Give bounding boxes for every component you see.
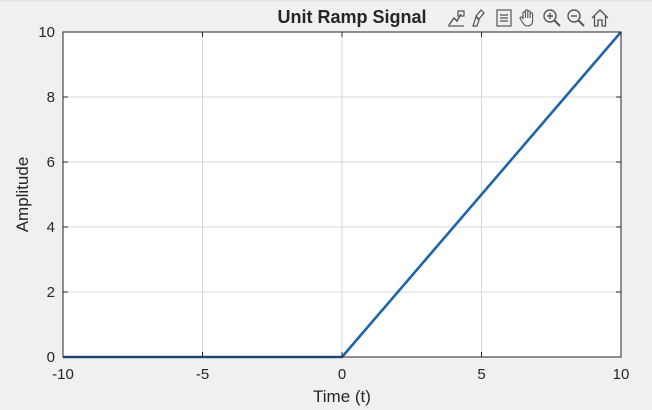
y-tick-label: 10 (38, 24, 55, 41)
zoom-in-button[interactable] (541, 7, 563, 29)
legend-button[interactable] (493, 7, 515, 29)
y-tick-label: 2 (47, 284, 55, 301)
x-tick-label: -10 (52, 366, 74, 383)
data-tips-icon (448, 10, 465, 27)
y-tick-label: 8 (47, 89, 55, 106)
home-button[interactable] (589, 7, 611, 29)
zoom-out-icon (567, 9, 585, 27)
y-tick-label: 4 (47, 219, 55, 236)
legend-icon (496, 9, 512, 27)
pan-icon (519, 9, 534, 27)
zoom-in-icon (543, 9, 561, 27)
brush-button[interactable] (469, 7, 491, 29)
pan-button[interactable] (517, 7, 539, 29)
ticks (62, 31, 622, 358)
brush-icon (472, 9, 485, 27)
data-tips-button[interactable] (445, 7, 467, 29)
y-tick-label: 0 (47, 349, 55, 366)
x-axis-label: Time (t) (313, 387, 371, 406)
tick-labels: -10 -5 0 5 10 0 2 4 6 8 10 (38, 24, 629, 383)
window-top-strip (0, 0, 652, 2)
chart-title: Unit Ramp Signal (277, 7, 426, 27)
x-tick-label: -5 (196, 366, 209, 383)
home-icon (591, 9, 609, 27)
y-tick-label: 6 (47, 154, 55, 171)
x-tick-label: 5 (477, 366, 485, 383)
x-tick-label: 10 (613, 366, 630, 383)
x-tick-label: 0 (338, 366, 346, 383)
axes-toolbar (445, 7, 611, 29)
y-axis-label: Amplitude (13, 157, 32, 233)
zoom-out-button[interactable] (565, 7, 587, 29)
